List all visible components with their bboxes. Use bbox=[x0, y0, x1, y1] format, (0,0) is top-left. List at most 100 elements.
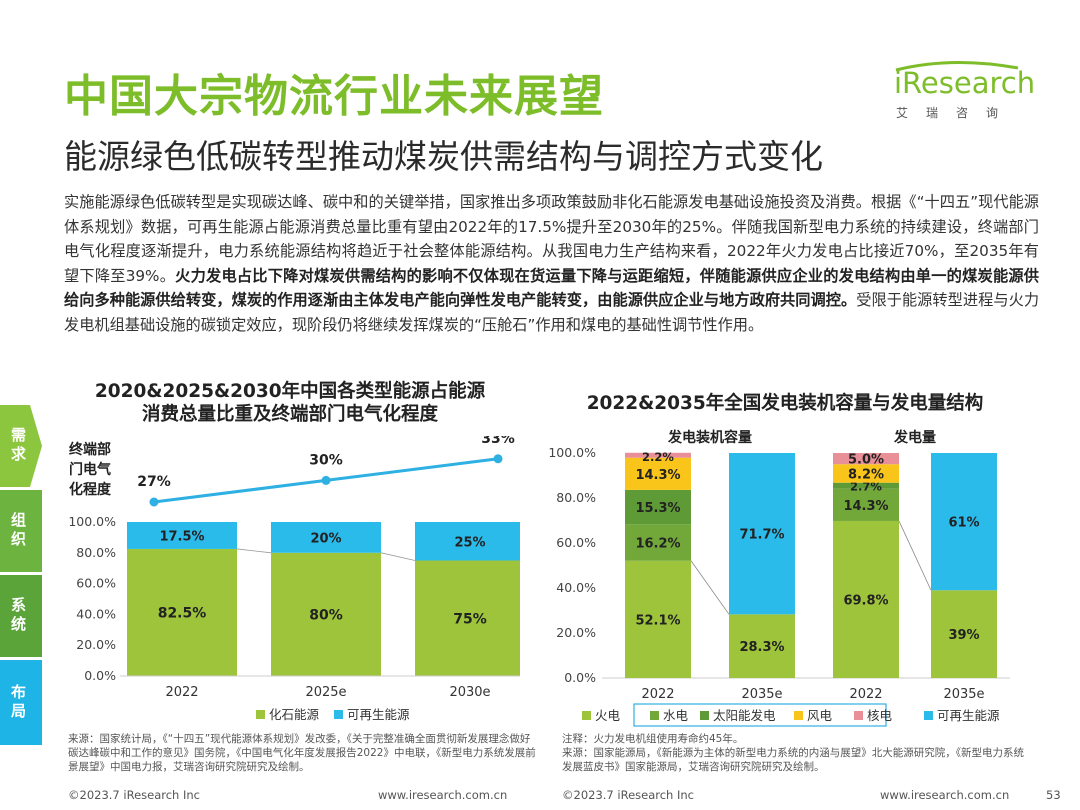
body-paragraph: 实施能源绿色低碳转型是实现碳达峰、碳中和的关键举措，国家推出多项政策鼓励非化石能… bbox=[64, 190, 1039, 338]
chart2-bar-label: 16.2% bbox=[635, 537, 680, 552]
chart2-bar-thermal bbox=[729, 614, 795, 678]
chart2-bar-segment bbox=[833, 482, 899, 489]
chart2-bar-thermal bbox=[931, 590, 997, 678]
logo-text: iResearch bbox=[894, 66, 1036, 100]
sidebar-tab-system[interactable]: 系统 bbox=[0, 575, 42, 657]
chart2-group-label: 发电装机容量 bbox=[667, 429, 752, 446]
chart1-y-tick: 0.0% bbox=[84, 668, 116, 683]
tab-shape-icon bbox=[0, 575, 42, 657]
sidebar-tab-organization[interactable]: 组织 bbox=[0, 490, 42, 572]
chart2-bar-label: 15.3% bbox=[635, 501, 680, 516]
sidebar-tab-label: 需求 bbox=[9, 427, 27, 465]
chart2-bar-segment bbox=[833, 464, 899, 483]
chart1-line-label-value: 30% bbox=[309, 452, 343, 468]
chart2-legend-label: 核电 bbox=[867, 708, 893, 723]
chart1-y-tick: 100.0% bbox=[68, 514, 116, 529]
chart1-line-point bbox=[493, 454, 503, 464]
chart2-bar-segment bbox=[833, 488, 899, 521]
chart2-bar-segment bbox=[625, 489, 691, 525]
chart2-bar-segment bbox=[833, 453, 899, 465]
chart2-bar-label: 2.2% bbox=[642, 450, 674, 464]
chart2-legend-swatch bbox=[794, 711, 803, 720]
chart1-label-renew: 25% bbox=[454, 535, 485, 550]
logo-swoosh-icon bbox=[895, 61, 1019, 72]
tab-shape-icon bbox=[0, 660, 42, 745]
chart1-x-tick: 2022 bbox=[165, 685, 198, 700]
chart1-legend-label: 化石能源 bbox=[269, 707, 320, 722]
tab-shape bbox=[0, 490, 42, 572]
chart1-legend-swatch bbox=[334, 710, 343, 719]
chart1-line-label-value: 33% bbox=[481, 436, 515, 447]
chart2-bar-segment bbox=[625, 457, 691, 490]
chart2-bar-label: 14.3% bbox=[635, 468, 680, 483]
chart2-legend-label: 太阳能发电 bbox=[713, 708, 776, 723]
chart2-legend-box bbox=[633, 703, 887, 727]
page-title: 中国大宗物流行业未来展望 bbox=[64, 71, 604, 122]
chart1-label-renew: 20% bbox=[310, 531, 341, 546]
chart2-y-tick: 60.0% bbox=[556, 535, 596, 550]
chart1-bar-fossil bbox=[415, 560, 520, 676]
chart2-y-tick: 80.0% bbox=[556, 490, 596, 505]
chart1-bar-renew bbox=[271, 522, 381, 553]
chart1-y-tick: 60.0% bbox=[76, 576, 116, 591]
chart2-connector bbox=[690, 560, 730, 615]
chart2-y-tick: 0.0% bbox=[564, 670, 596, 685]
source-left: 来源：国家统计局，《“十四五”现代能源体系规划》发改委，《关于完整准确全面贯彻新… bbox=[68, 733, 536, 773]
chart2-legend-swatch bbox=[854, 711, 863, 720]
chart2-bar-label: 8.2% bbox=[848, 467, 884, 482]
chart1-line-label: 终端部 bbox=[69, 441, 111, 458]
chart1-label-renew: 17.5% bbox=[159, 529, 204, 544]
chart1-bar-renew bbox=[415, 522, 520, 561]
chart2-x-tick: 2022 bbox=[641, 687, 674, 702]
sidebar-tab-label: 系统 bbox=[9, 597, 27, 635]
chart2-bar-segment bbox=[833, 520, 899, 678]
chart1-connector bbox=[380, 552, 416, 561]
chart2-svg: 100.0% 80.0% 60.0% 40.0% 20.0% 0.0% 发电装机容量 发电量 5… bbox=[548, 429, 1010, 727]
chart1-connector bbox=[236, 548, 272, 554]
footer-copyright-left: ©2023.7 iResearch Inc bbox=[68, 788, 200, 802]
chart2-bar-label: 61% bbox=[948, 516, 979, 531]
page-subtitle: 能源绿色低碳转型推动煤炭供需结构与调控方式变化 bbox=[64, 137, 823, 176]
sidebar-tab-demand[interactable]: 需求 bbox=[0, 405, 42, 487]
chart1-x-tick: 2030e bbox=[449, 685, 490, 700]
sidebar-tab-layout[interactable]: 布局 bbox=[0, 660, 42, 745]
chart2-y-tick: 40.0% bbox=[556, 580, 596, 595]
chart1-label-fossil: 82.5% bbox=[158, 605, 207, 621]
chart2-bar-label: 69.8% bbox=[843, 593, 888, 608]
chart1-label-fossil: 75% bbox=[453, 611, 487, 627]
chart1-bar-fossil bbox=[127, 548, 237, 676]
source-right: 来源：国家能源局，《新能源为主体的新型电力系统的内涵与展望》北大能源研究院，《新… bbox=[562, 747, 1024, 773]
chart2-legend-label: 可再生能源 bbox=[937, 708, 1000, 723]
footer-website-left[interactable]: www.iresearch.com.cn bbox=[378, 788, 508, 802]
note-right: 注释：火力发电机组使用寿命约45年。 bbox=[562, 733, 744, 745]
iresearch-logo: iResearch 艾瑞咨询 bbox=[892, 60, 1035, 122]
chart1-x-tick: 2025e bbox=[305, 685, 346, 700]
chart2-bar-label: 28.3% bbox=[739, 640, 784, 655]
chart2-bar-label: 14.3% bbox=[843, 499, 888, 514]
chart1-y-tick: 40.0% bbox=[76, 606, 116, 621]
chart2-connector bbox=[898, 520, 932, 591]
chart2-bar-renew bbox=[729, 453, 795, 615]
chart2-legend-swatch bbox=[650, 711, 659, 720]
chart1-y-tick: 20.0% bbox=[76, 637, 116, 652]
body-text-3: 受限于能源转型进程与火力发电机组基础设施的碳锁定效应，现阶段仍将继续发挥煤炭的“… bbox=[64, 291, 1040, 334]
chart2-x-tick: 2035e bbox=[943, 687, 984, 702]
chart2-y-tick: 100.0% bbox=[548, 445, 596, 460]
chart1-line-label: 化程度 bbox=[69, 481, 112, 498]
chart1-title-line1: 2020&2025&2030年中国各类型能源占能源 bbox=[94, 381, 486, 402]
chart2-legend-swatch bbox=[924, 711, 933, 720]
chart2-bar-segment bbox=[625, 560, 691, 678]
chart1-title: 2020&2025&2030年中国各类型能源占能源 消费总量比重及终端部门电气化… bbox=[70, 380, 510, 426]
chart2-bar-label: 71.7% bbox=[739, 528, 784, 543]
chart2-bar-label: 39% bbox=[948, 628, 979, 643]
tab-shape bbox=[0, 405, 42, 487]
chart2-legend-swatch bbox=[700, 711, 709, 720]
tab-shape bbox=[0, 660, 42, 745]
sidebar-tab-label: 布局 bbox=[9, 683, 27, 722]
chart1-line-label: 门电气 bbox=[69, 461, 111, 478]
chart2-bar-renew bbox=[931, 453, 997, 591]
footer-website-right[interactable]: www.iresearch.com.cn bbox=[880, 788, 1010, 802]
chart2-x-tick: 2022 bbox=[849, 687, 882, 702]
chart1-legend-swatch bbox=[256, 710, 265, 719]
chart1-svg: 100.0% 80.0% 60.0% 40.0% 20.0% 0.0% 终端部门电气化程度 8… bbox=[68, 436, 520, 722]
